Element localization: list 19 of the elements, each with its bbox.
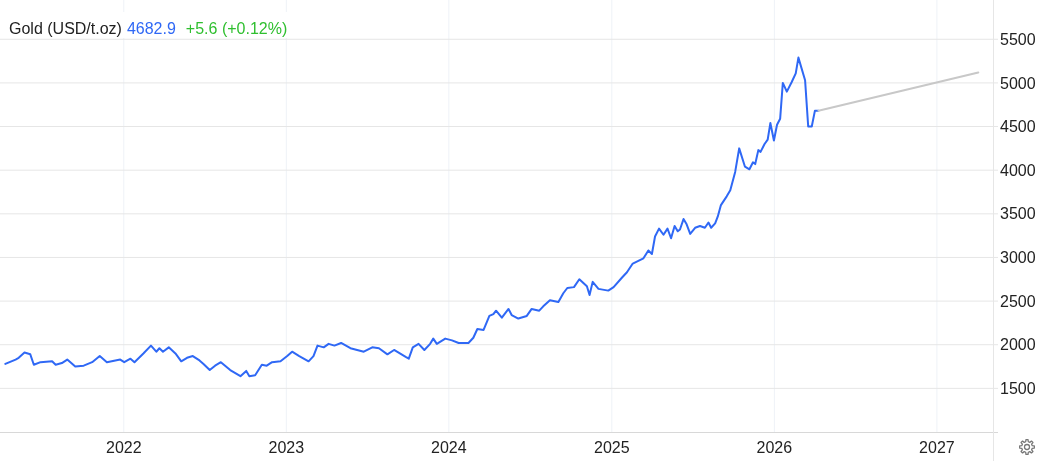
x-tick-label: 2022 — [105, 439, 142, 456]
x-tick-label: 2024 — [431, 439, 467, 456]
x-tick-label: 2025 — [594, 439, 630, 456]
line-series — [4, 56, 820, 378]
y-tick-label: 5500 — [1000, 30, 1036, 48]
y-tick-label: 4500 — [1000, 118, 1036, 136]
x-tick-label: 2027 — [919, 439, 955, 456]
annotation: 4682.9 — [126, 20, 176, 37]
y-tick-label: 4000 — [1000, 161, 1036, 179]
y-tick-label: 2500 — [1000, 292, 1036, 310]
y-tick-label: 3000 — [1000, 249, 1036, 267]
text: Gold (USD/t.oz) — [9, 20, 122, 37]
y-tick-label: 1500 — [1000, 379, 1036, 397]
y-tick-label: 5000 — [1000, 74, 1036, 92]
y-tick-label: 2000 — [1000, 336, 1036, 354]
x-tick-label: 2023 — [268, 439, 305, 456]
annotation: +5.6 (+0.12%) — [185, 20, 288, 37]
x-tick-label: 2026 — [756, 439, 793, 456]
y-tick-label: 3500 — [1000, 205, 1036, 223]
